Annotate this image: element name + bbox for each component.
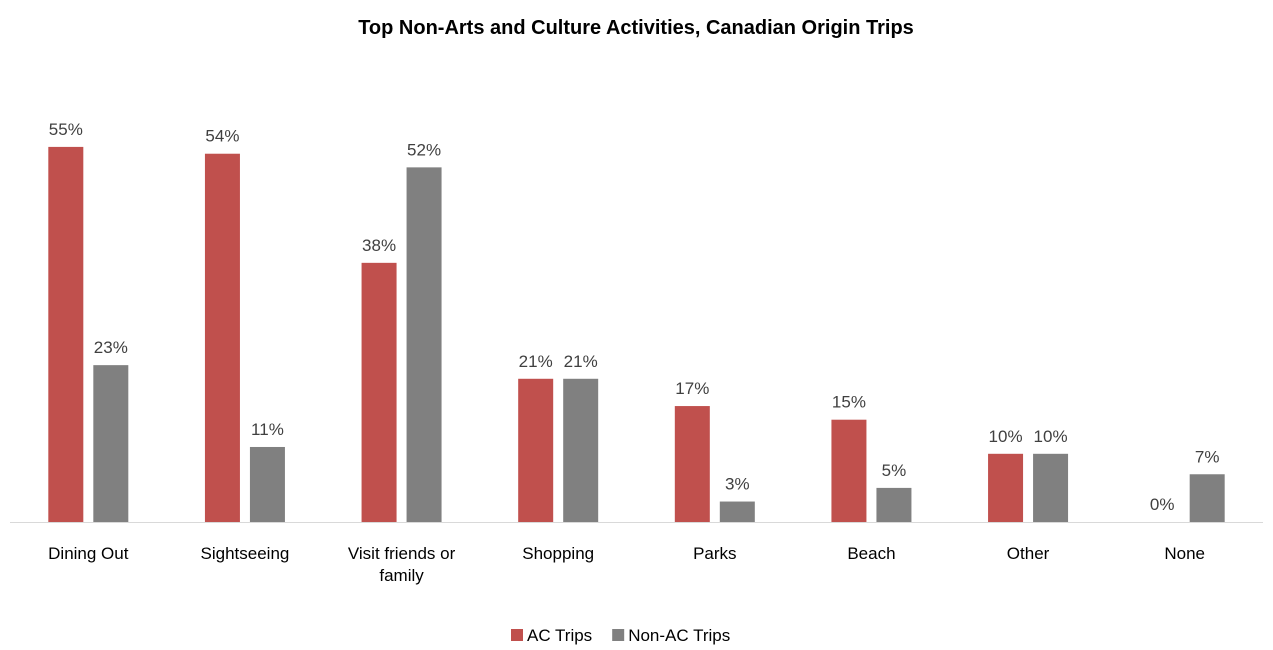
data-label: 11%: [251, 420, 284, 439]
bar: [831, 419, 867, 522]
x-tick-label: Parks: [693, 544, 737, 563]
x-tick-label: None: [1164, 544, 1205, 563]
data-label: 52%: [407, 140, 441, 159]
data-label: 0%: [1150, 495, 1175, 514]
bar: [674, 406, 710, 522]
legend-label: Non-AC Trips: [628, 626, 730, 645]
data-label: 5%: [882, 461, 907, 480]
bar: [876, 487, 912, 522]
data-label: 21%: [519, 352, 553, 371]
bar: [518, 378, 554, 522]
bar: [48, 146, 84, 522]
chart-title: Top Non-Arts and Culture Activities, Can…: [358, 17, 914, 39]
data-label: 55%: [49, 120, 83, 139]
bar: [249, 446, 285, 522]
data-label: 3%: [725, 475, 750, 494]
bar: [204, 153, 240, 522]
data-label: 10%: [989, 427, 1023, 446]
data-label: 17%: [675, 379, 709, 398]
data-label: 23%: [94, 338, 128, 357]
data-label: 7%: [1195, 447, 1220, 466]
legend-swatch: [612, 629, 625, 641]
bar: [1033, 453, 1069, 522]
bar: [93, 365, 129, 522]
bar: [361, 262, 397, 522]
data-label: 15%: [832, 393, 866, 412]
data-label: 10%: [1034, 427, 1068, 446]
data-label: 21%: [564, 352, 598, 371]
x-tick-label: Beach: [847, 544, 896, 563]
bar: [406, 167, 442, 523]
x-tick-label: Sightseeing: [200, 544, 290, 563]
legend-swatch: [511, 629, 523, 641]
bar: [1189, 474, 1225, 522]
legend-label: AC Trips: [527, 626, 592, 645]
x-tick-label: Dining Out: [48, 544, 129, 563]
bar: [988, 453, 1024, 522]
x-tick-label: Other: [1006, 544, 1050, 563]
x-tick-label: Shopping: [522, 544, 595, 563]
data-label: 38%: [362, 236, 396, 255]
bar: [719, 501, 755, 522]
data-label: 54%: [205, 127, 239, 146]
x-tick-label: Visit friends or family: [347, 544, 456, 585]
bar: [563, 378, 599, 522]
